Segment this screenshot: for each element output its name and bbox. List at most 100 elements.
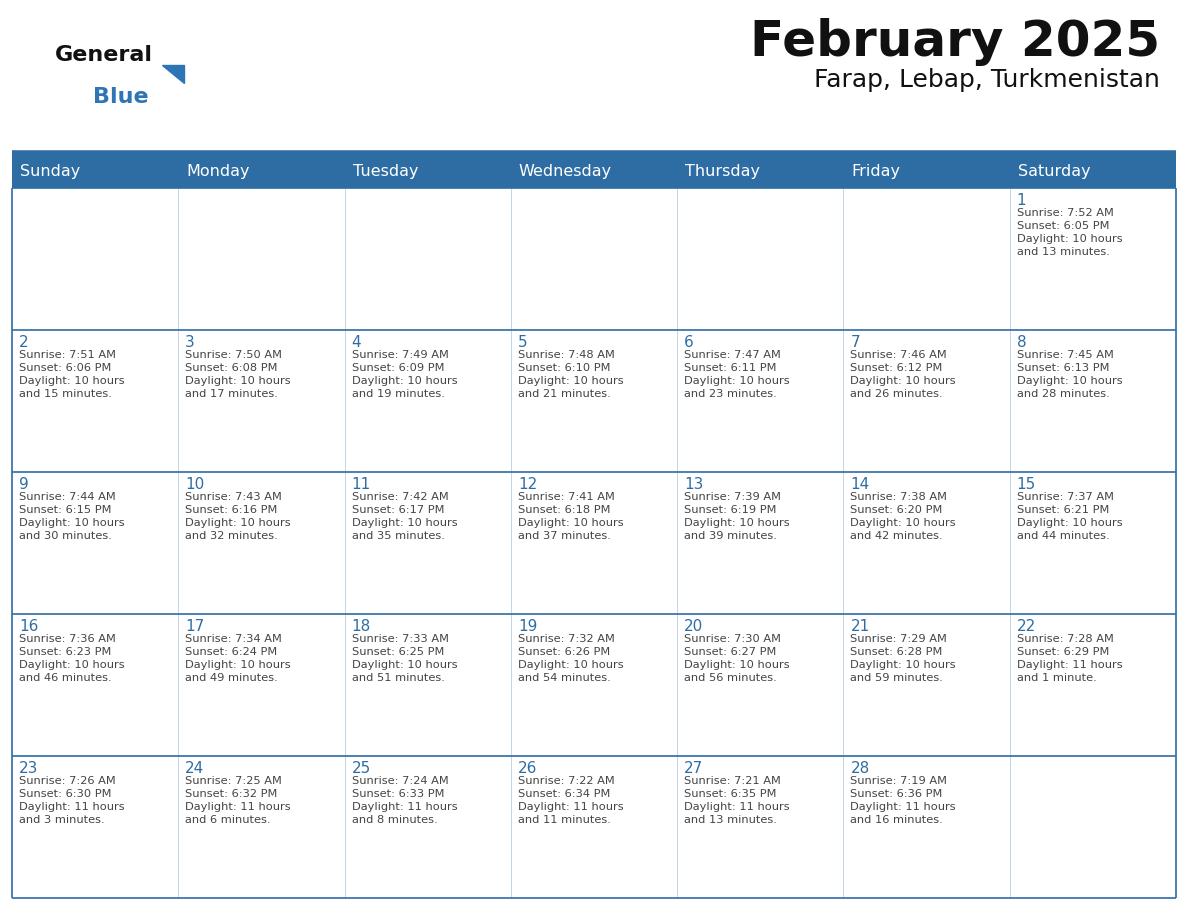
- Bar: [511, 614, 677, 756]
- Bar: [511, 330, 677, 472]
- Text: 19: 19: [518, 619, 537, 634]
- Bar: [345, 330, 511, 472]
- Bar: [345, 155, 511, 188]
- Text: Sunrise: 7:52 AM: Sunrise: 7:52 AM: [1017, 208, 1113, 218]
- Text: 16: 16: [19, 619, 38, 634]
- Text: Sunset: 6:16 PM: Sunset: 6:16 PM: [185, 505, 278, 515]
- Text: and 13 minutes.: and 13 minutes.: [684, 815, 777, 825]
- Text: 18: 18: [352, 619, 371, 634]
- Text: Farap, Lebap, Turkmenistan: Farap, Lebap, Turkmenistan: [814, 68, 1159, 92]
- Bar: [178, 155, 345, 188]
- Text: 13: 13: [684, 477, 703, 492]
- Bar: [12, 614, 178, 756]
- Polygon shape: [162, 65, 184, 83]
- Text: Sunrise: 7:48 AM: Sunrise: 7:48 AM: [518, 350, 614, 360]
- Bar: [12, 155, 178, 188]
- Bar: [677, 472, 843, 614]
- Text: Sunrise: 7:45 AM: Sunrise: 7:45 AM: [1017, 350, 1113, 360]
- Text: and 46 minutes.: and 46 minutes.: [19, 673, 112, 683]
- Text: Tuesday: Tuesday: [353, 164, 418, 179]
- Text: Daylight: 10 hours: Daylight: 10 hours: [851, 518, 956, 528]
- Bar: [843, 155, 1010, 188]
- Text: and 17 minutes.: and 17 minutes.: [185, 389, 278, 399]
- Text: 27: 27: [684, 761, 703, 776]
- Text: 26: 26: [518, 761, 537, 776]
- Text: 24: 24: [185, 761, 204, 776]
- Text: Sunset: 6:29 PM: Sunset: 6:29 PM: [1017, 647, 1110, 657]
- Text: Daylight: 10 hours: Daylight: 10 hours: [352, 660, 457, 670]
- Text: Sunrise: 7:41 AM: Sunrise: 7:41 AM: [518, 492, 614, 502]
- Text: and 8 minutes.: and 8 minutes.: [352, 815, 437, 825]
- Bar: [677, 756, 843, 898]
- Bar: [843, 188, 1010, 330]
- Bar: [843, 330, 1010, 472]
- Bar: [1010, 188, 1176, 330]
- Text: Sunrise: 7:34 AM: Sunrise: 7:34 AM: [185, 634, 283, 644]
- Text: Monday: Monday: [187, 164, 249, 179]
- Bar: [12, 330, 178, 472]
- Text: 23: 23: [19, 761, 38, 776]
- Text: and 21 minutes.: and 21 minutes.: [518, 389, 611, 399]
- Text: and 54 minutes.: and 54 minutes.: [518, 673, 611, 683]
- Text: and 56 minutes.: and 56 minutes.: [684, 673, 777, 683]
- Text: and 3 minutes.: and 3 minutes.: [19, 815, 105, 825]
- Text: Sunset: 6:32 PM: Sunset: 6:32 PM: [185, 789, 278, 799]
- Text: Sunrise: 7:24 AM: Sunrise: 7:24 AM: [352, 776, 448, 786]
- Bar: [1010, 472, 1176, 614]
- Text: Sunset: 6:05 PM: Sunset: 6:05 PM: [1017, 221, 1110, 231]
- Text: Sunset: 6:34 PM: Sunset: 6:34 PM: [518, 789, 611, 799]
- Text: Sunrise: 7:33 AM: Sunrise: 7:33 AM: [352, 634, 449, 644]
- Text: Daylight: 11 hours: Daylight: 11 hours: [684, 802, 790, 812]
- Text: 6: 6: [684, 335, 694, 350]
- Text: 11: 11: [352, 477, 371, 492]
- Text: Sunset: 6:06 PM: Sunset: 6:06 PM: [19, 363, 112, 373]
- Text: Daylight: 10 hours: Daylight: 10 hours: [19, 660, 125, 670]
- Bar: [12, 756, 178, 898]
- Text: Sunrise: 7:44 AM: Sunrise: 7:44 AM: [19, 492, 115, 502]
- Text: Daylight: 10 hours: Daylight: 10 hours: [1017, 518, 1123, 528]
- Text: Daylight: 10 hours: Daylight: 10 hours: [19, 376, 125, 386]
- Text: 25: 25: [352, 761, 371, 776]
- Text: and 13 minutes.: and 13 minutes.: [1017, 247, 1110, 257]
- Text: and 1 minute.: and 1 minute.: [1017, 673, 1097, 683]
- Text: Sunrise: 7:50 AM: Sunrise: 7:50 AM: [185, 350, 283, 360]
- Text: Daylight: 10 hours: Daylight: 10 hours: [185, 518, 291, 528]
- Text: Sunrise: 7:21 AM: Sunrise: 7:21 AM: [684, 776, 781, 786]
- Text: Sunrise: 7:30 AM: Sunrise: 7:30 AM: [684, 634, 782, 644]
- Bar: [1010, 330, 1176, 472]
- Text: Sunset: 6:21 PM: Sunset: 6:21 PM: [1017, 505, 1110, 515]
- Text: Daylight: 10 hours: Daylight: 10 hours: [684, 518, 790, 528]
- Text: Sunset: 6:26 PM: Sunset: 6:26 PM: [518, 647, 611, 657]
- Bar: [1010, 155, 1176, 188]
- Text: Daylight: 10 hours: Daylight: 10 hours: [851, 660, 956, 670]
- Text: Sunset: 6:17 PM: Sunset: 6:17 PM: [352, 505, 444, 515]
- Bar: [178, 472, 345, 614]
- Text: and 15 minutes.: and 15 minutes.: [19, 389, 112, 399]
- Text: General: General: [55, 45, 153, 65]
- Text: Sunset: 6:19 PM: Sunset: 6:19 PM: [684, 505, 777, 515]
- Text: Sunset: 6:27 PM: Sunset: 6:27 PM: [684, 647, 777, 657]
- Text: and 35 minutes.: and 35 minutes.: [352, 531, 444, 541]
- Text: and 37 minutes.: and 37 minutes.: [518, 531, 611, 541]
- Text: and 30 minutes.: and 30 minutes.: [19, 531, 112, 541]
- Text: Friday: Friday: [852, 164, 901, 179]
- Bar: [178, 188, 345, 330]
- Text: 28: 28: [851, 761, 870, 776]
- Text: Daylight: 10 hours: Daylight: 10 hours: [352, 376, 457, 386]
- Text: Daylight: 11 hours: Daylight: 11 hours: [185, 802, 291, 812]
- Bar: [178, 614, 345, 756]
- Text: Sunrise: 7:43 AM: Sunrise: 7:43 AM: [185, 492, 283, 502]
- Text: Sunday: Sunday: [20, 164, 81, 179]
- Text: Sunrise: 7:46 AM: Sunrise: 7:46 AM: [851, 350, 947, 360]
- Text: and 23 minutes.: and 23 minutes.: [684, 389, 777, 399]
- Text: Daylight: 10 hours: Daylight: 10 hours: [19, 518, 125, 528]
- Text: Daylight: 11 hours: Daylight: 11 hours: [1017, 660, 1123, 670]
- Text: and 19 minutes.: and 19 minutes.: [352, 389, 444, 399]
- Text: and 42 minutes.: and 42 minutes.: [851, 531, 943, 541]
- Text: Saturday: Saturday: [1018, 164, 1091, 179]
- Text: and 44 minutes.: and 44 minutes.: [1017, 531, 1110, 541]
- Text: 2: 2: [19, 335, 29, 350]
- Bar: [677, 155, 843, 188]
- Text: Sunrise: 7:47 AM: Sunrise: 7:47 AM: [684, 350, 781, 360]
- Text: 3: 3: [185, 335, 195, 350]
